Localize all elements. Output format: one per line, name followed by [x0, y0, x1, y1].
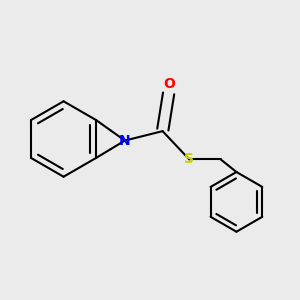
Text: S: S: [184, 152, 194, 167]
Text: N: N: [119, 134, 131, 148]
Text: O: O: [163, 77, 175, 91]
